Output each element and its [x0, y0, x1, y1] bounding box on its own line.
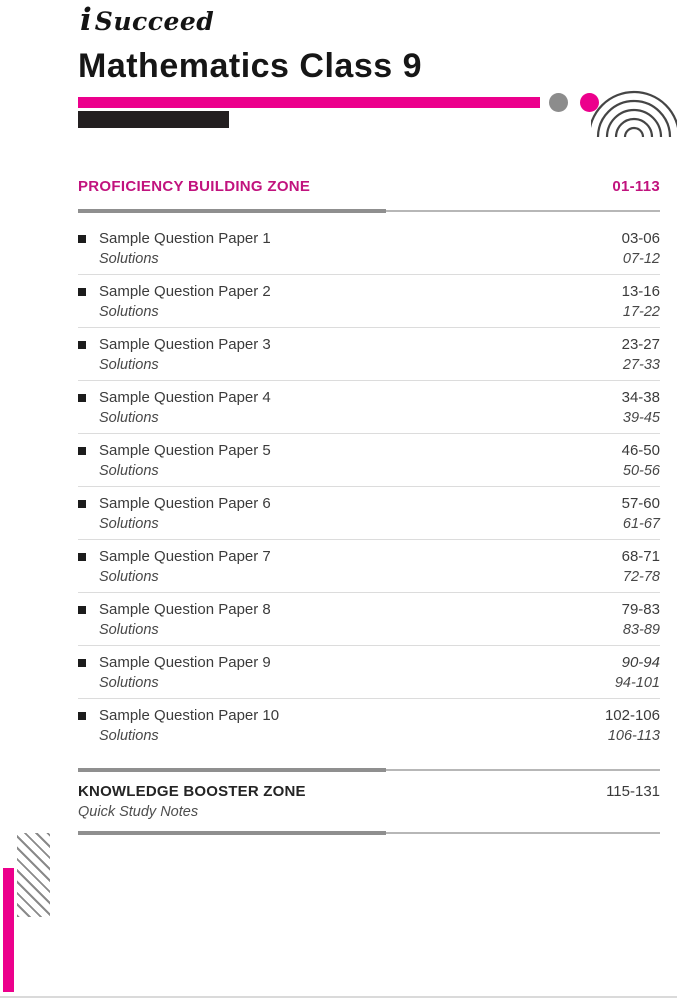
paper-page-range: 13-16 — [621, 283, 660, 300]
paper-title: Sample Question Paper 8 — [99, 601, 271, 618]
toc-row: Sample Question Paper 5 46-50 Solutions … — [78, 434, 660, 487]
section-divider — [78, 831, 660, 835]
square-bullet-icon — [78, 552, 86, 561]
paper-page-range: 90-94 — [621, 654, 660, 671]
square-bullet-icon — [78, 499, 86, 508]
solutions-page-range: 106-113 — [607, 728, 660, 744]
paper-title: Sample Question Paper 5 — [99, 442, 271, 459]
pink-dot-icon — [580, 93, 599, 112]
paper-page-range: 23-27 — [621, 336, 660, 353]
table-of-contents: PROFICIENCY BUILDING ZONE 01-113 Sample … — [78, 178, 660, 835]
square-bullet-icon — [78, 340, 86, 349]
zone-subtitle: Quick Study Notes — [78, 804, 199, 820]
solutions-page-range: 07-12 — [622, 251, 660, 267]
paper-page-range: 102-106 — [604, 707, 660, 724]
solutions-page-range: 50-56 — [622, 463, 660, 479]
paper-title: Sample Question Paper 4 — [99, 389, 271, 406]
square-bullet-icon — [78, 287, 86, 296]
paper-page-range: 57-60 — [621, 495, 660, 512]
toc-row: Sample Question Paper 9 90-94 Solutions … — [78, 646, 660, 699]
solutions-label: Solutions — [99, 410, 159, 426]
zone-page-range: 01-113 — [612, 178, 660, 195]
concentric-arcs-icon — [591, 90, 677, 137]
square-bullet-icon — [78, 658, 86, 667]
paper-title: Sample Question Paper 1 — [99, 230, 271, 247]
solutions-label: Solutions — [99, 569, 159, 585]
toc-row: Sample Question Paper 10 102-106 Solutio… — [78, 699, 660, 751]
section-divider — [78, 768, 660, 772]
square-bullet-icon — [78, 605, 86, 614]
zone-title: PROFICIENCY BUILDING ZONE — [78, 178, 311, 195]
toc-row: Sample Question Paper 4 34-38 Solutions … — [78, 381, 660, 434]
paper-title: Sample Question Paper 6 — [99, 495, 271, 512]
paper-page-range: 03-06 — [621, 230, 660, 247]
bottom-border-line — [0, 996, 677, 998]
solutions-page-range: 72-78 — [622, 569, 660, 585]
toc-row: Sample Question Paper 2 13-16 Solutions … — [78, 275, 660, 328]
square-bullet-icon — [78, 234, 86, 243]
zone-header-proficiency: PROFICIENCY BUILDING ZONE 01-113 — [78, 178, 660, 196]
paper-title: Sample Question Paper 2 — [99, 283, 271, 300]
toc-row: Sample Question Paper 8 79-83 Solutions … — [78, 593, 660, 646]
paper-title: Sample Question Paper 9 — [99, 654, 271, 671]
solutions-page-range: 83-89 — [622, 622, 660, 638]
solutions-page-range: 27-33 — [622, 357, 660, 373]
solutions-label: Solutions — [99, 304, 159, 320]
paper-page-range: 34-38 — [621, 389, 660, 406]
brand-logo-i: i — [80, 2, 92, 38]
solutions-label: Solutions — [99, 463, 159, 479]
square-bullet-icon — [78, 446, 86, 455]
paper-page-range: 68-71 — [621, 548, 660, 565]
toc-rows: Sample Question Paper 1 03-06 Solutions … — [78, 222, 660, 751]
solutions-label: Solutions — [99, 251, 159, 267]
solutions-label: Solutions — [99, 622, 159, 638]
toc-row: Sample Question Paper 6 57-60 Solutions … — [78, 487, 660, 540]
toc-row: Sample Question Paper 3 23-27 Solutions … — [78, 328, 660, 381]
paper-page-range: 79-83 — [621, 601, 660, 618]
paper-title: Sample Question Paper 3 — [99, 336, 271, 353]
zone-page-range: 115-131 — [606, 783, 660, 800]
section-divider — [78, 209, 660, 213]
solutions-page-range: 39-45 — [622, 410, 660, 426]
brand-logo-text: Succeed — [94, 7, 215, 36]
toc-row: Sample Question Paper 1 03-06 Solutions … — [78, 222, 660, 275]
paper-title: Sample Question Paper 10 — [99, 707, 280, 724]
solutions-label: Solutions — [99, 516, 159, 532]
black-accent-bar — [78, 111, 229, 128]
square-bullet-icon — [78, 711, 86, 720]
solutions-label: Solutions — [99, 357, 159, 373]
toc-row: Sample Question Paper 7 68-71 Solutions … — [78, 540, 660, 593]
gray-dot-icon — [549, 93, 568, 112]
solutions-label: Solutions — [99, 728, 159, 744]
brand-logo: i Succeed — [80, 2, 214, 38]
solutions-page-range: 17-22 — [622, 304, 660, 320]
square-bullet-icon — [78, 393, 86, 402]
paper-page-range: 46-50 — [621, 442, 660, 459]
diagonal-stripes-decoration — [17, 833, 50, 917]
book-title: Mathematics Class 9 — [78, 47, 422, 85]
solutions-label: Solutions — [99, 675, 159, 691]
zone-knowledge-booster: KNOWLEDGE BOOSTER ZONE 115-131 Quick Stu… — [78, 772, 660, 831]
pink-accent-bar — [78, 97, 540, 108]
zone-title: KNOWLEDGE BOOSTER ZONE — [78, 783, 306, 800]
solutions-page-range: 94-101 — [614, 675, 660, 691]
pink-vertical-bar-decoration — [3, 868, 14, 992]
solutions-page-range: 61-67 — [622, 516, 660, 532]
paper-title: Sample Question Paper 7 — [99, 548, 271, 565]
